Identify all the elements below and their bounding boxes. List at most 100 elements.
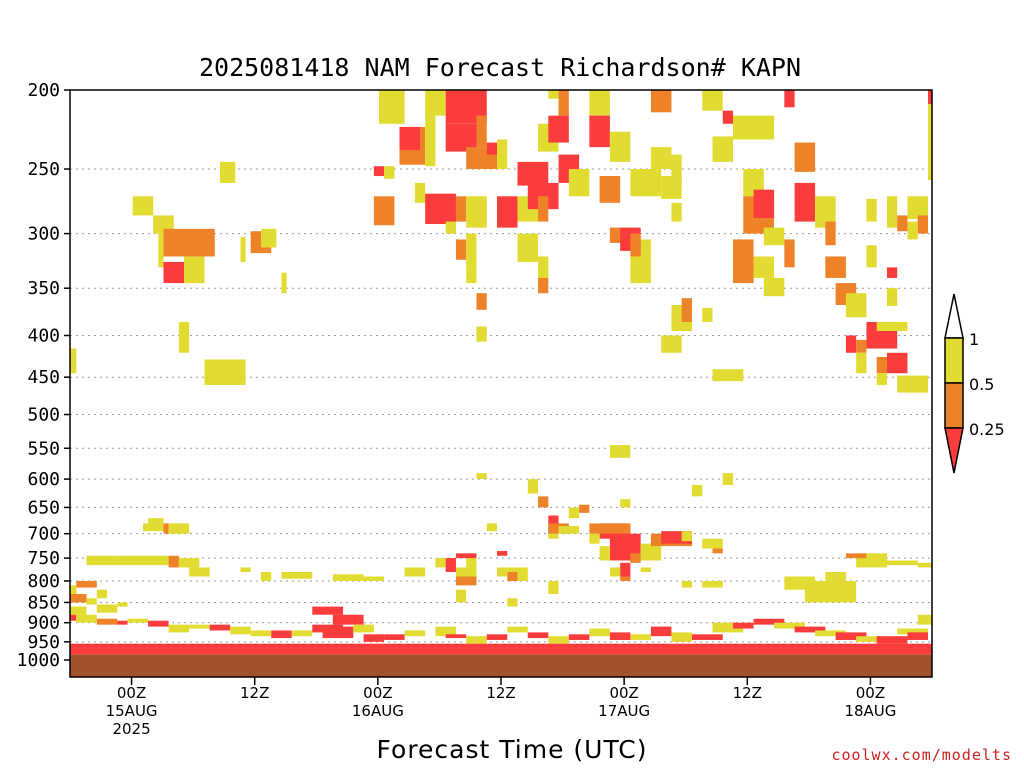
heatmap-cell [486,523,497,532]
heatmap-cell [260,228,277,248]
heatmap-cell [250,630,272,637]
heatmap-cell [455,567,477,577]
x-tick-label: 00Z [856,684,885,702]
heatmap-cell [445,221,456,234]
heatmap-cell [204,359,246,385]
heatmap-cell [650,90,672,113]
heatmap-cell [794,626,826,633]
y-tick-label: 750 [27,548,60,569]
heatmap-cell [96,604,118,613]
x-tick-label: 12Z [240,684,269,702]
y-tick-label: 900 [27,613,60,634]
heatmap-cell [630,553,641,563]
heatmap-cell [640,567,651,573]
heatmap-cell [322,645,682,653]
heatmap-cell [404,567,426,577]
heatmap-cell [589,523,631,534]
heatmap-cell [609,445,631,458]
heatmap-cell [466,636,487,644]
x-tick-label: 2025 [112,720,150,738]
heatmap-cell [784,90,795,108]
heatmap-cell [825,572,846,581]
heatmap-cell [671,632,692,642]
heatmap-cell [142,523,149,532]
heatmap-cell [763,227,785,246]
heatmap-cell [815,630,846,637]
heatmap-cell [527,632,549,639]
x-axis-label: Forecast Time (UTC) [377,735,648,764]
heatmap-cell [671,202,682,222]
heatmap-cell [466,196,487,228]
heatmap-cell [230,626,251,635]
y-tick-label: 350 [27,278,60,299]
heatmap-cell [886,196,898,228]
y-tick-label: 700 [27,524,60,545]
heatmap-cell [414,182,426,203]
y-tick-label: 800 [27,571,60,592]
legend-swatch [944,382,964,429]
heatmap-cell [70,585,77,595]
heatmap-cell [148,518,164,532]
heatmap-cell [466,233,477,268]
heatmap-cell [466,267,477,284]
x-tick-label: 18AUG [844,702,896,720]
heatmap-cell [712,369,744,382]
heatmap-cell [271,630,292,639]
heatmap-cell [702,538,723,549]
x-tick-label: 00Z [363,684,392,702]
heatmap-cell [681,298,692,322]
heatmap-cell [548,90,559,99]
y-tick-label: 550 [27,438,60,459]
y-axis: 200 250 300 350 400 450 500 550 600 650 700 7508008… [17,80,70,671]
heatmap-cell [76,580,97,588]
heatmap-cell [466,558,477,568]
heatmap-cell [845,335,857,353]
heatmap-cell [189,567,210,577]
heatmap-cell [281,572,313,579]
heatmap-cell [650,147,672,170]
heatmap-cell [897,375,928,393]
heatmap-cell [681,645,932,652]
heatmap-cell [845,553,867,559]
heatmap-cell [404,630,426,637]
heatmap-cell [425,90,446,116]
heatmap-cell [497,567,508,577]
heatmap-cell [886,288,898,306]
heatmap-cell [507,626,528,633]
y-tick-label: 1000 [17,650,60,671]
heatmap-cell [722,110,734,124]
y-tick-label: 450 [27,367,60,388]
heatmap-cell [804,580,836,588]
heatmap-cell [497,139,508,170]
heatmap-cell [260,572,272,581]
heatmap-cell [866,198,877,222]
heatmap-cell [163,261,185,284]
heatmap-cell [568,507,580,519]
heatmap-cell [507,567,528,577]
heatmap-cell [917,614,932,625]
x-tick-label: 15AUG [106,702,158,720]
y-tick-label: 950 [27,632,60,653]
heatmap-cell [856,339,867,353]
heatmap-cell [733,115,775,140]
heatmap-cell [127,618,149,623]
heatmap-cell [517,572,528,581]
heatmap-cell [435,626,456,637]
heatmap-cell [373,166,385,177]
heatmap-cell [712,622,744,633]
heatmap-cell [96,618,118,625]
heatmap-cell [507,598,518,607]
heatmap-cell [928,90,932,181]
heatmap-cell [538,277,549,294]
heatmap-cell [907,221,918,240]
heatmap-cell [497,550,508,556]
heatmap-cell [876,373,887,385]
heatmap-cell [240,567,251,573]
heatmap-cell [363,634,385,642]
heatmap-cell [476,115,487,148]
heatmap-cell [558,526,580,534]
heatmap-cell [568,634,590,640]
heatmap-cell [117,602,128,607]
heatmap-cell [702,307,713,322]
